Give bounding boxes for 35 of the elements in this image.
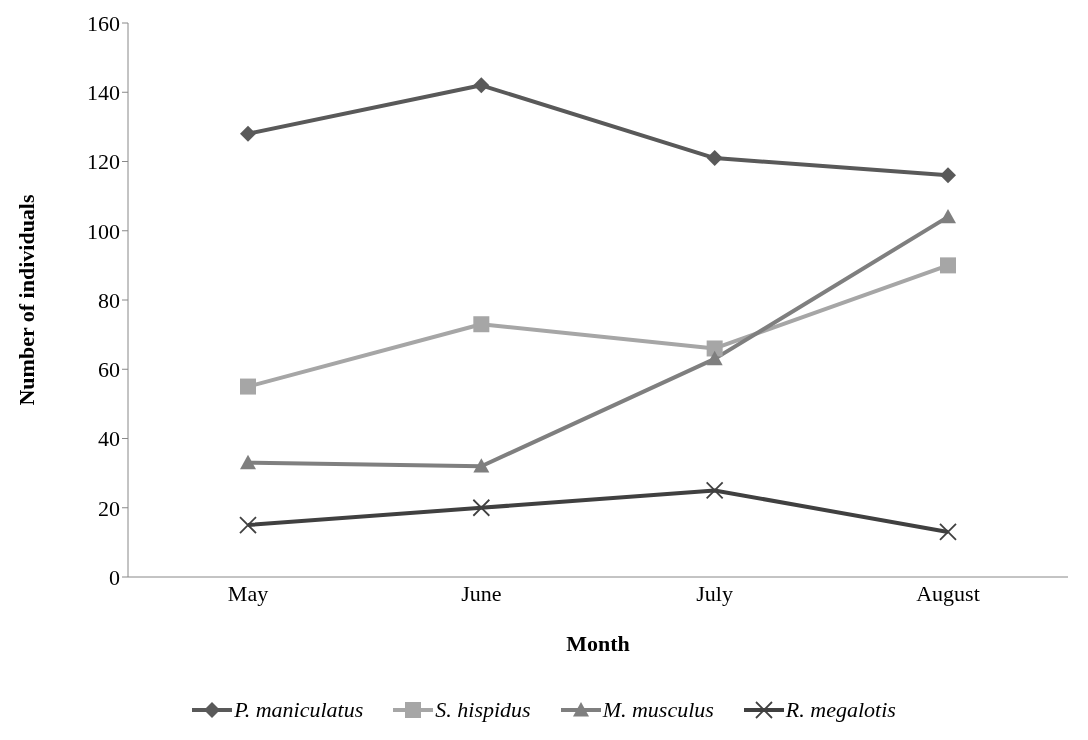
point: [939, 523, 957, 541]
point: [240, 378, 256, 395]
point: [706, 340, 723, 357]
point: [240, 454, 256, 470]
legend-label: R. megalotis: [785, 697, 896, 723]
point: [706, 150, 723, 167]
point: [240, 125, 256, 142]
y-tick-label: 40: [98, 426, 120, 452]
y-tick-label: 80: [98, 287, 120, 313]
x-tick-label: August: [916, 580, 980, 606]
legend-label: S. hispidus: [435, 697, 531, 723]
x-tick-label: June: [461, 580, 502, 606]
y-tick-label: 20: [98, 495, 120, 521]
point: [473, 316, 490, 333]
y-tick-label: 140: [87, 80, 120, 106]
y-tick-label: 100: [87, 218, 120, 244]
point: [239, 516, 257, 534]
x-tick-label: May: [227, 580, 269, 606]
x-axis-title: Month: [566, 631, 630, 656]
point: [940, 208, 956, 224]
point: [706, 350, 723, 366]
point: [940, 257, 956, 274]
point: [472, 498, 491, 517]
x-tick-label: July: [696, 580, 734, 606]
legend-label: P. maniculatus: [234, 697, 364, 723]
y-axis-title: Number of individuals: [13, 194, 39, 406]
legend-label: M. musculus: [602, 697, 714, 723]
point: [940, 167, 956, 184]
y-tick-label: 0: [109, 564, 120, 590]
point: [473, 458, 490, 473]
y-tick-label: 120: [87, 149, 120, 175]
y-tick-label: 160: [87, 10, 120, 36]
point: [473, 77, 490, 94]
point: [705, 481, 724, 500]
y-tick-label: 60: [98, 357, 120, 383]
